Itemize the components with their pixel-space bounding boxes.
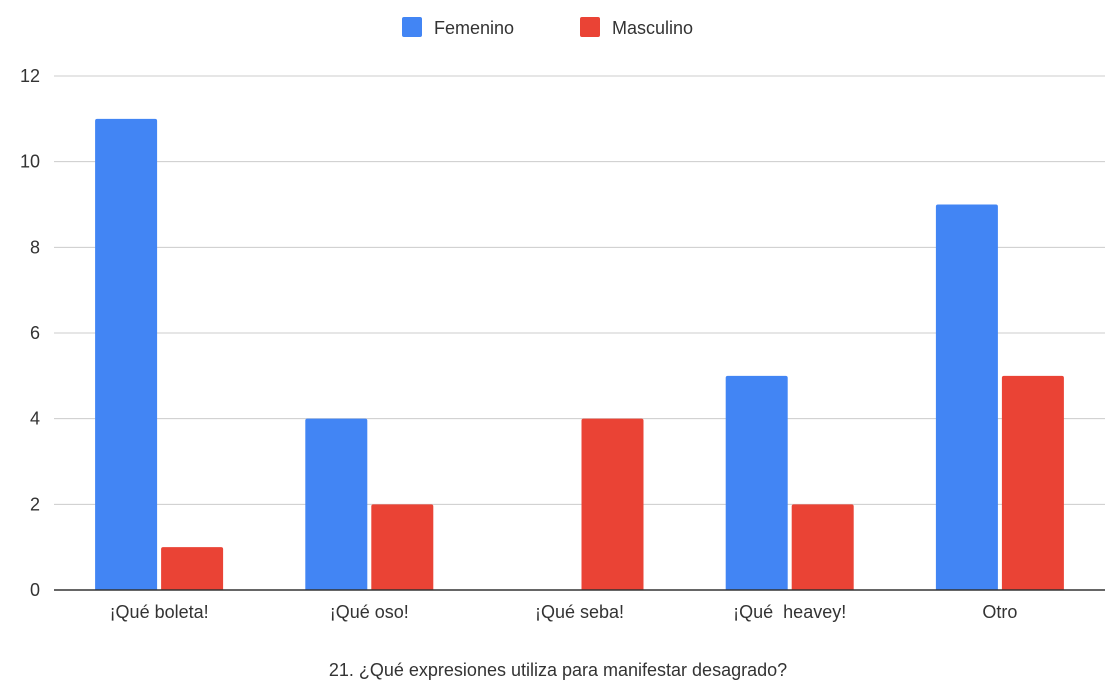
y-axis-ticks: 0 2 4 6 8 10 12 (20, 66, 40, 600)
bar-masculino (161, 547, 224, 590)
bar-femenino (305, 418, 368, 590)
bar-femenino (725, 375, 788, 590)
y-tick-label: 4 (30, 409, 40, 429)
y-tick-label: 12 (20, 66, 40, 86)
x-axis-title: 21. ¿Qué expresiones utiliza para manife… (329, 660, 787, 680)
bar-masculino (1001, 375, 1064, 590)
x-axis-ticks: ¡Qué boleta! ¡Qué oso! ¡Qué seba! ¡Qué heav… (110, 602, 1018, 622)
bar-masculino (791, 504, 854, 590)
y-tick-label: 6 (30, 323, 40, 343)
x-tick-label: Otro (982, 602, 1017, 622)
legend-label: Femenino (434, 18, 514, 38)
y-tick-label: 2 (30, 494, 40, 514)
bar-femenino (95, 118, 158, 590)
x-tick-label: ¡Qué oso! (330, 602, 409, 622)
y-tick-label: 10 (20, 152, 40, 172)
bar-masculino (371, 504, 434, 590)
bars (95, 118, 1064, 590)
x-tick-label: ¡Qué heavey! (733, 602, 846, 622)
x-tick-label: ¡Qué boleta! (110, 602, 209, 622)
gridlines (54, 75, 1105, 505)
x-tick-label: ¡Qué seba! (535, 602, 624, 622)
y-tick-label: 0 (30, 580, 40, 600)
y-tick-label: 8 (30, 237, 40, 257)
legend-label: Masculino (612, 18, 693, 38)
legend: Femenino Masculino (402, 17, 693, 38)
bar-femenino (935, 204, 998, 590)
legend-swatch (580, 17, 600, 37)
bar-masculino (581, 418, 644, 590)
legend-swatch (402, 17, 422, 37)
